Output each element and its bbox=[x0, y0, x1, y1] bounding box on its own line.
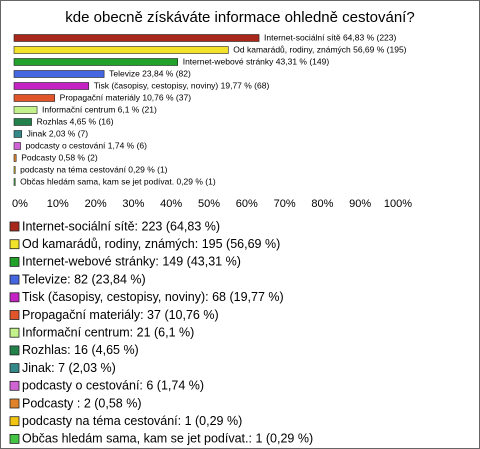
legend-swatch bbox=[9, 416, 20, 427]
legend-label: Internet-webové stránky: 149 (43,31 %) bbox=[22, 255, 241, 269]
legend-swatch bbox=[9, 292, 20, 303]
data-label: Propagační materiály 10,76 % (37) bbox=[60, 92, 192, 102]
legend-swatch bbox=[9, 221, 20, 232]
legend-label: Podcasty : 2 (0,58 %) bbox=[22, 396, 142, 410]
legend-swatch bbox=[9, 380, 20, 391]
data-label: Tisk (časopisy, cestopisy, noviny) 19,77… bbox=[94, 80, 270, 90]
bar bbox=[13, 154, 17, 162]
legend-label: Propagační materiály: 37 (10,76 %) bbox=[22, 308, 219, 322]
data-label: Televize 23,84 % (82) bbox=[109, 68, 191, 78]
x-tick-label: 80% bbox=[311, 198, 333, 210]
x-tick-label: 20% bbox=[85, 198, 107, 210]
legend-label: Informační centrum: 21 (6,1 %) bbox=[22, 325, 194, 339]
x-tick-label: 100% bbox=[384, 198, 412, 210]
legend-label: Jinak: 7 (2,03 %) bbox=[22, 361, 116, 375]
legend-label: podcasty na téma cestování: 1 (0,29 %) bbox=[22, 414, 242, 428]
bar bbox=[13, 58, 179, 66]
bar bbox=[13, 130, 22, 138]
bar bbox=[13, 82, 90, 90]
data-label: podcasty na téma cestování 0,29 % (1) bbox=[20, 164, 168, 174]
legend-swatch bbox=[9, 345, 20, 356]
bar bbox=[13, 142, 21, 150]
legend-label: Občas hledám sama, kam se jet podívat.: … bbox=[22, 432, 313, 446]
legend-swatch bbox=[9, 274, 20, 285]
data-label: Od kamarádů, rodiny, známých 56,69 % (19… bbox=[233, 44, 406, 54]
x-tick-label: 10% bbox=[47, 198, 69, 210]
bar bbox=[13, 118, 32, 126]
legend-label: Od kamarádů, rodiny, známých: 195 (56,69… bbox=[22, 237, 280, 251]
x-tick-label: 40% bbox=[160, 198, 182, 210]
data-label: Internet-webové stránky 43,31 % (149) bbox=[183, 56, 330, 66]
legend-swatch bbox=[9, 239, 20, 250]
chart-title: kde obecně získáváte informace ohledně c… bbox=[65, 9, 414, 26]
bar bbox=[13, 94, 55, 102]
x-tick-label: 70% bbox=[274, 198, 296, 210]
data-label: Občas hledám sama, kam se jet podívat. 0… bbox=[20, 176, 216, 186]
bar bbox=[13, 34, 260, 42]
legend-label: Tisk (časopisy, cestopisy, noviny): 68 (… bbox=[22, 290, 284, 304]
legend-swatch bbox=[9, 398, 20, 409]
bar bbox=[13, 166, 16, 174]
x-tick-label: 90% bbox=[349, 198, 371, 210]
x-tick-label: 30% bbox=[122, 198, 144, 210]
bar bbox=[13, 70, 105, 78]
data-label: Podcasty 0,58 % (2) bbox=[21, 152, 98, 162]
data-label: Jinak 2,03 % (7) bbox=[27, 128, 89, 138]
legend-swatch bbox=[9, 363, 20, 374]
legend-label: Rozhlas: 16 (4,65 %) bbox=[22, 343, 139, 357]
data-label: Rozhlas 4,65 % (16) bbox=[37, 116, 114, 126]
data-label: podcasty o cestování 1,74 % (6) bbox=[26, 140, 148, 150]
legend-label: podcasty o cestování: 6 (1,74 %) bbox=[22, 379, 204, 393]
data-label: Informační centrum 6,1 % (21) bbox=[42, 104, 157, 114]
x-tick-label: 60% bbox=[236, 198, 258, 210]
legend-swatch bbox=[9, 256, 20, 267]
bar bbox=[13, 46, 229, 54]
data-label: Internet-sociální sítě 64,83 % (223) bbox=[264, 32, 396, 42]
legend-swatch bbox=[9, 310, 20, 320]
x-tick-label: 0% bbox=[12, 198, 28, 210]
legend-label: Televize: 82 (23,84 %) bbox=[22, 272, 146, 286]
legend-swatch bbox=[9, 433, 20, 444]
bar bbox=[13, 178, 16, 186]
legend-label: Internet-sociální sítě: 223 (64,83 %) bbox=[22, 219, 220, 233]
bar bbox=[13, 106, 38, 114]
x-tick-label: 50% bbox=[198, 198, 220, 210]
legend-swatch bbox=[9, 327, 20, 338]
